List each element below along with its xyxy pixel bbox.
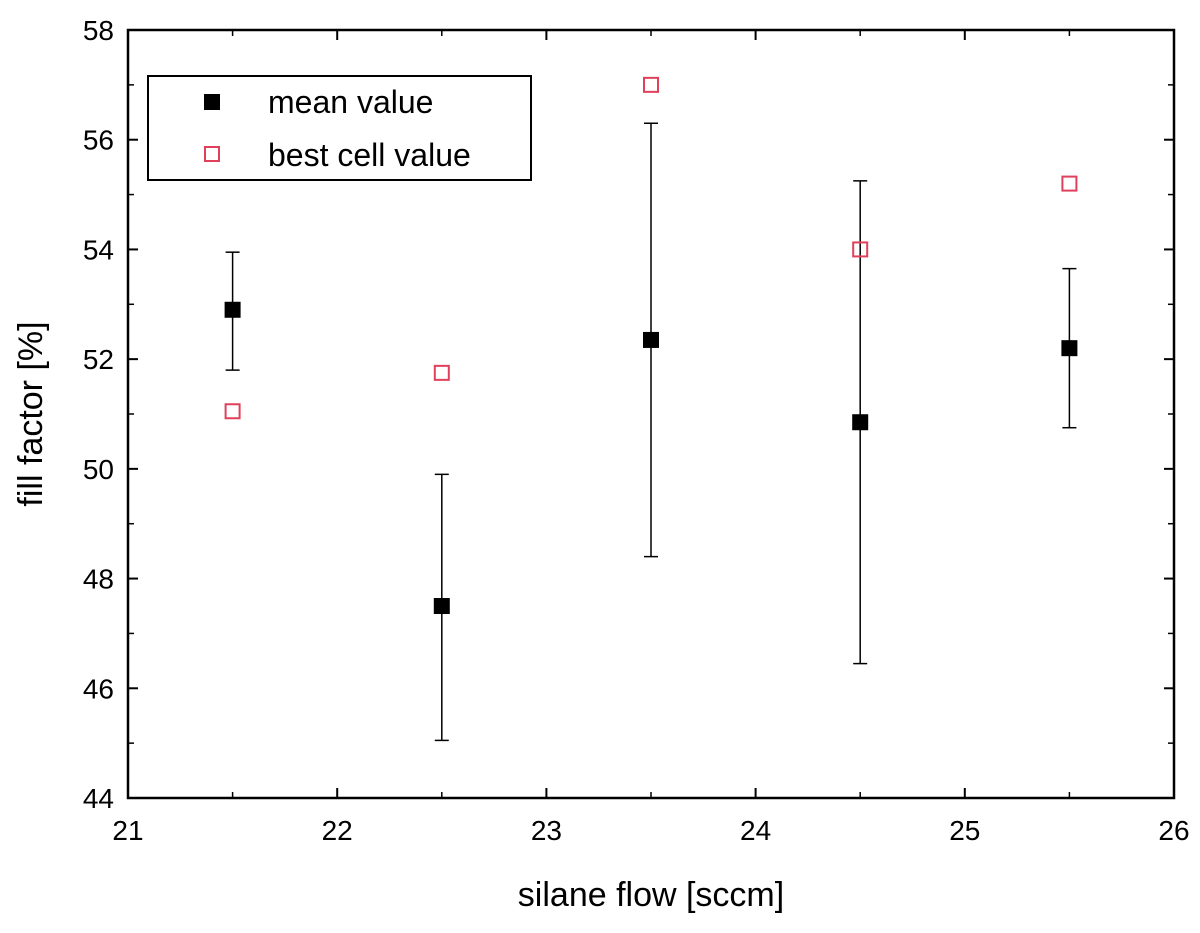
legend-label-best: best cell value	[268, 137, 471, 173]
legend-marker-mean	[204, 94, 220, 110]
error-bars	[225, 122, 1077, 742]
y-tick-label: 48	[83, 564, 114, 595]
x-tick-label: 25	[949, 815, 980, 846]
best-cell-point	[224, 403, 241, 420]
mean-point	[224, 301, 241, 318]
x-tick-labels: 21 22 23 24 25 26	[112, 815, 1189, 846]
best-cell-point	[1061, 175, 1078, 192]
legend-marker-best	[204, 146, 220, 162]
mean-point	[1061, 340, 1078, 357]
mean-point	[643, 331, 659, 348]
y-tick-label: 46	[83, 673, 114, 704]
legend: mean value best cell value	[147, 75, 532, 181]
mean-point	[852, 414, 869, 431]
y-tick-label: 50	[83, 454, 114, 485]
x-tick-label: 23	[531, 815, 562, 846]
best-cell-point	[643, 76, 659, 93]
legend-label-mean: mean value	[268, 84, 433, 120]
mean-point	[433, 598, 450, 614]
best-cell-point	[852, 241, 869, 258]
y-tick-label: 52	[83, 344, 114, 375]
y-tick-labels: 44 46 48 50 52 54 56 58	[83, 15, 114, 814]
x-tick-label: 21	[112, 815, 143, 846]
y-tick-label: 54	[83, 234, 114, 265]
best-cell-point	[433, 364, 450, 381]
x-tick-label: 22	[322, 815, 353, 846]
axis-ticks	[127, 29, 1175, 799]
y-tick-label: 44	[83, 783, 114, 814]
x-tick-label: 26	[1158, 815, 1189, 846]
x-axis-title: silane flow [sccm]	[518, 876, 784, 914]
y-tick-label: 56	[83, 125, 114, 156]
x-tick-label: 24	[740, 815, 771, 846]
y-tick-label: 58	[83, 15, 114, 46]
data-markers	[224, 76, 1078, 614]
y-axis-title: fill factor [%]	[12, 321, 50, 506]
legend-box	[147, 75, 532, 181]
